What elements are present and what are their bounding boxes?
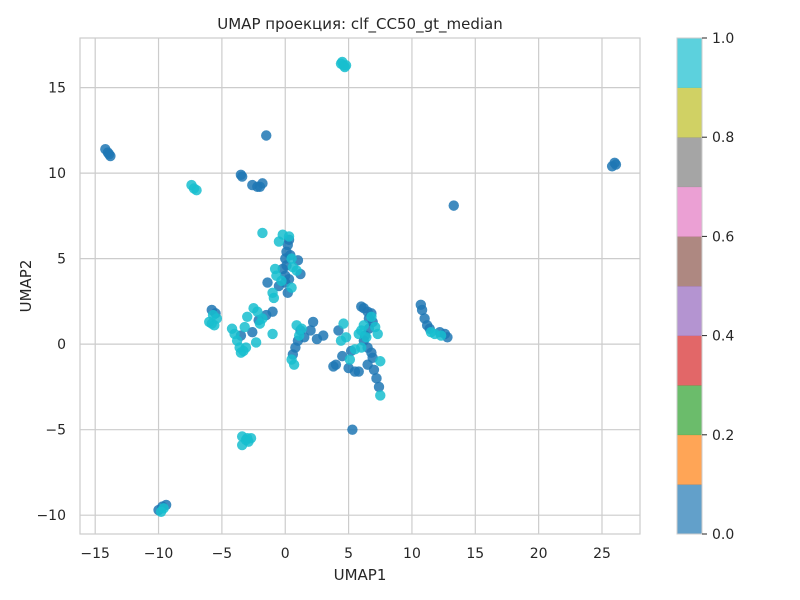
colorbar <box>676 37 703 535</box>
y-tick-label: −10 <box>36 508 66 524</box>
data-point <box>267 328 278 340</box>
data-point <box>371 373 382 384</box>
data-point <box>288 359 300 370</box>
plot-area <box>79 37 641 535</box>
colorbar-tick-labels: 0.0 0.2 0.4 0.6 0.8 1.0 <box>702 31 734 543</box>
y-axis-label: UMAP2 <box>17 260 35 313</box>
data-point <box>247 326 258 338</box>
data-point <box>268 292 280 304</box>
data-point <box>240 342 252 353</box>
data-point <box>276 275 287 287</box>
x-tick-label: 25 <box>593 546 611 562</box>
y-tick-label: 0 <box>57 337 66 353</box>
chart-title: UMAP проекция: clf_CC50_gt_median <box>217 15 502 34</box>
data-point <box>375 356 386 367</box>
data-point <box>286 253 297 264</box>
data-point <box>254 318 266 329</box>
data-point <box>344 354 356 365</box>
data-point <box>435 330 447 341</box>
data-point <box>236 171 248 182</box>
data-point <box>305 325 316 336</box>
data-point <box>347 424 358 435</box>
x-tick-label: 20 <box>530 546 548 562</box>
colorbar-segment <box>677 286 702 336</box>
data-point <box>353 366 364 377</box>
data-point <box>372 328 383 340</box>
data-point <box>373 381 385 393</box>
x-axis-label: UMAP1 <box>334 566 387 584</box>
data-point <box>254 181 266 192</box>
data-point <box>242 311 253 322</box>
colorbar-segment <box>677 236 702 287</box>
data-point <box>239 321 250 333</box>
data-point <box>262 277 273 288</box>
y-tick-label: 5 <box>57 252 66 268</box>
x-tick-label: 10 <box>403 546 421 562</box>
data-point <box>286 282 297 293</box>
data-point <box>338 318 349 329</box>
colorbar-segment <box>677 484 702 535</box>
colorbar-segment <box>677 137 702 188</box>
colorbar-tick-label: 1.0 <box>712 31 734 47</box>
scatter-points <box>100 56 622 517</box>
data-point <box>250 337 262 348</box>
x-tick-label: −5 <box>212 546 233 562</box>
colorbar-segment <box>677 38 702 88</box>
x-tick-label: −15 <box>80 546 110 562</box>
colorbar-segment <box>677 335 702 386</box>
data-point <box>283 231 295 242</box>
data-point <box>328 361 339 372</box>
data-point <box>416 304 428 316</box>
data-point <box>356 342 367 353</box>
data-point <box>207 309 219 321</box>
data-point <box>291 265 302 276</box>
x-tick-labels: −15 −10 −5 0 5 10 15 20 25 <box>80 546 610 562</box>
x-tick-label: 15 <box>466 546 484 562</box>
colorbar-segment <box>677 87 702 138</box>
colorbar-tick-label: 0.6 <box>712 229 734 245</box>
data-point <box>311 333 323 345</box>
x-tick-label: −10 <box>144 546 174 562</box>
data-point <box>339 61 350 73</box>
data-point <box>293 330 305 341</box>
data-point <box>361 332 372 343</box>
y-tick-label: −5 <box>45 423 66 439</box>
data-point <box>368 364 380 376</box>
colorbar-segment <box>677 186 702 237</box>
colorbar-tick-label: 0.2 <box>712 428 734 444</box>
data-point <box>261 130 272 141</box>
x-tick-label: 0 <box>281 546 290 562</box>
data-point <box>158 503 169 514</box>
data-point <box>245 433 257 444</box>
colorbar-segment <box>677 434 702 485</box>
y-tick-label: 10 <box>48 166 66 182</box>
y-tick-label: 15 <box>48 81 66 97</box>
y-tick-labels: −10 −5 0 5 10 15 <box>36 81 66 525</box>
data-point <box>610 159 622 170</box>
colorbar-frame <box>676 37 703 535</box>
colorbar-tick-label: 0.4 <box>712 329 734 345</box>
x-tick-label: 5 <box>344 546 353 562</box>
colorbar-tick-label: 0.8 <box>712 130 734 146</box>
data-point <box>103 149 115 160</box>
data-point <box>335 335 347 346</box>
data-point <box>307 316 319 328</box>
data-point <box>257 227 268 239</box>
data-point <box>273 236 285 247</box>
colorbar-segment <box>677 385 702 436</box>
data-point <box>366 311 377 322</box>
data-point <box>375 390 386 401</box>
data-point <box>448 200 459 211</box>
data-point <box>358 320 370 331</box>
gridlines <box>80 38 640 534</box>
data-point <box>191 185 202 196</box>
colorbar-tick-label: 0.0 <box>712 527 734 543</box>
